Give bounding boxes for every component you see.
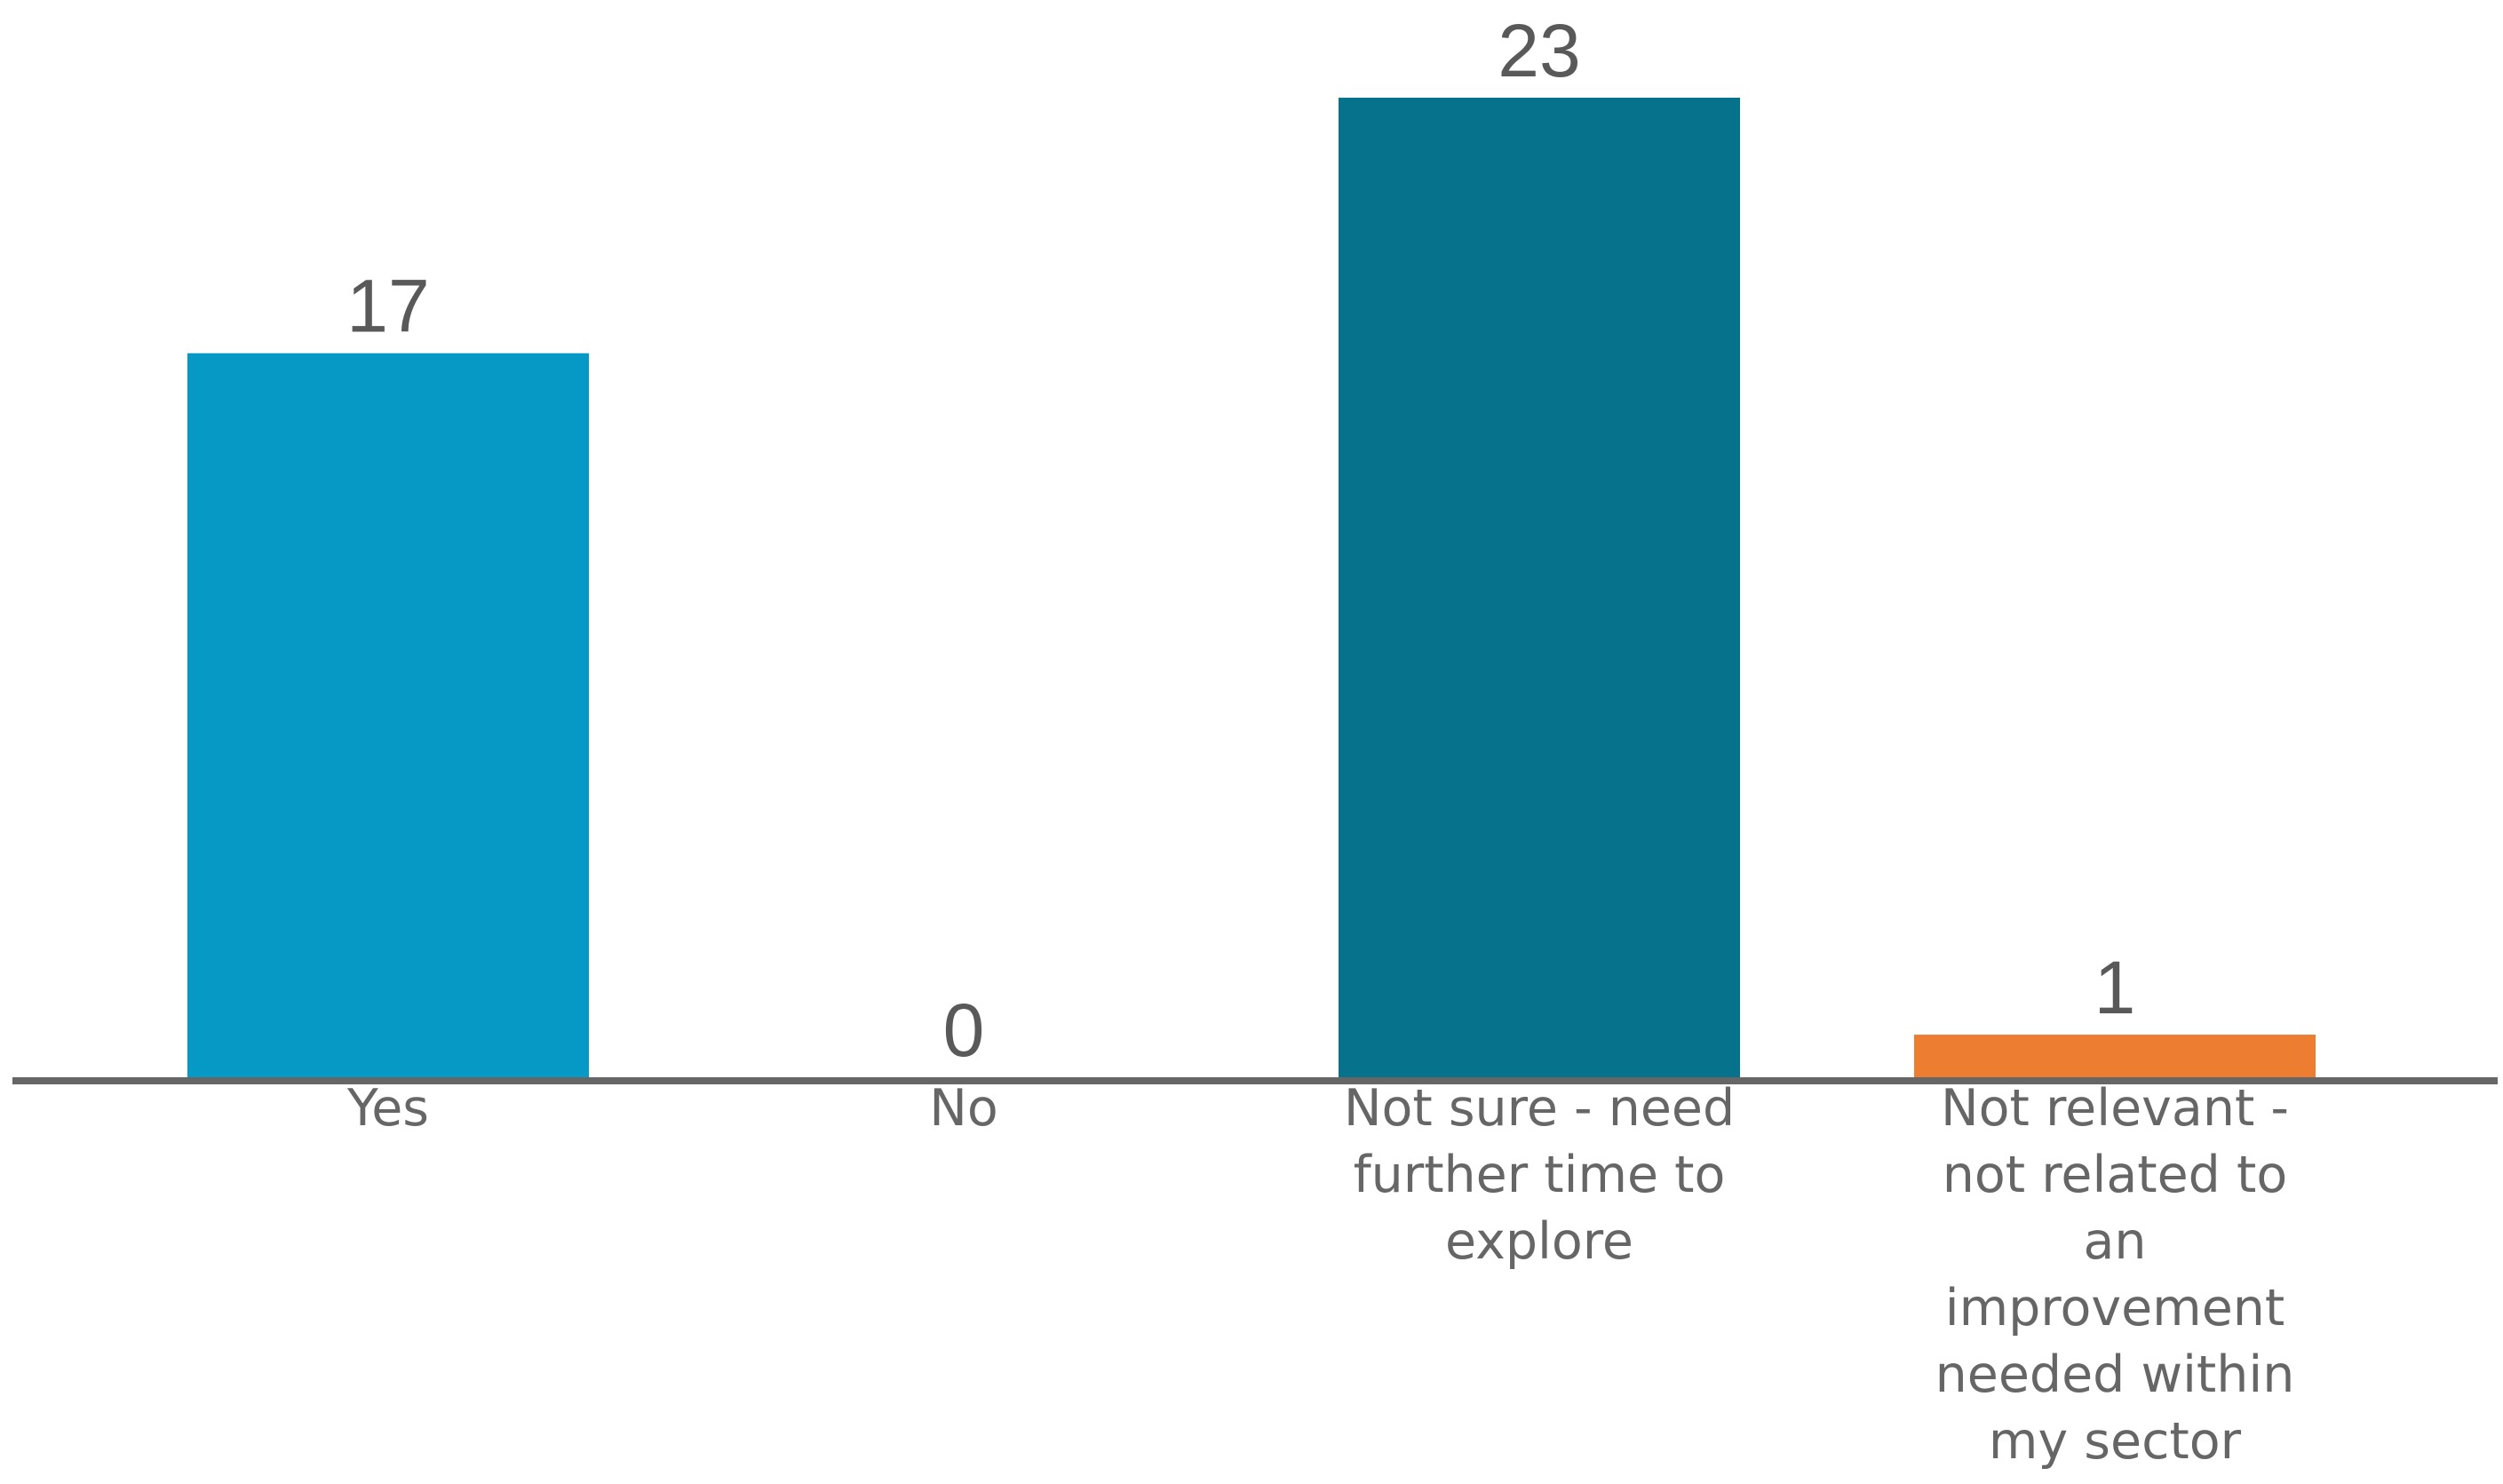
category-label-1-line-0: No [929, 1079, 998, 1138]
bar-3 [1914, 1035, 2316, 1077]
value-labels-group: 17 0 23 1 [346, 9, 2135, 1072]
value-label-2: 23 [1498, 9, 1580, 92]
bars-group [187, 98, 2316, 1077]
category-label-3-line-2: an [2083, 1212, 2146, 1271]
category-label-3-line-5: my sector [1989, 1412, 2242, 1471]
value-label-0: 17 [346, 265, 429, 348]
value-label-1: 0 [943, 988, 985, 1072]
category-label-3-line-1: not related to [1943, 1146, 2287, 1204]
category-label-2-line-1: further time to [1354, 1146, 1726, 1204]
bar-2 [1339, 98, 1740, 1077]
value-label-3: 1 [2094, 946, 2136, 1029]
category-labels-group: Yes No Not sure - need further time to explo… [346, 1079, 2294, 1471]
category-label-2-line-2: explore [1445, 1212, 1633, 1271]
category-label-2-line-0: Not sure - need [1344, 1079, 1735, 1138]
category-label-3-line-3: improvement [1945, 1279, 2284, 1337]
category-label-3-line-4: needed within [1935, 1345, 2295, 1404]
category-label-0-line-0: Yes [346, 1079, 429, 1138]
category-label-3-line-0: Not relevant - [1941, 1079, 2289, 1138]
bar-0 [187, 353, 589, 1077]
